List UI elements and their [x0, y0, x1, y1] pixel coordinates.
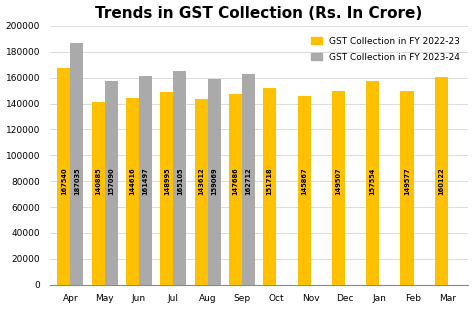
- Bar: [173, 71, 186, 285]
- Bar: [366, 81, 379, 285]
- Bar: [242, 74, 255, 285]
- Bar: [105, 82, 118, 285]
- Text: 157090: 157090: [108, 167, 114, 195]
- Text: 149577: 149577: [404, 167, 410, 195]
- Text: 162712: 162712: [246, 167, 252, 195]
- Text: 148995: 148995: [164, 167, 170, 195]
- Bar: [229, 94, 242, 285]
- Text: 157554: 157554: [370, 167, 376, 195]
- Bar: [401, 91, 413, 285]
- Bar: [298, 96, 310, 285]
- Bar: [332, 91, 345, 285]
- Bar: [160, 92, 173, 285]
- Bar: [139, 76, 152, 285]
- Bar: [263, 88, 276, 285]
- Text: 165105: 165105: [177, 167, 183, 195]
- Bar: [91, 102, 105, 285]
- Text: 161497: 161497: [143, 167, 148, 195]
- Text: 140885: 140885: [95, 167, 101, 195]
- Text: 160122: 160122: [438, 167, 444, 195]
- Text: 145867: 145867: [301, 167, 307, 195]
- Text: 147686: 147686: [232, 167, 238, 195]
- Bar: [70, 43, 83, 285]
- Title: Trends in GST Collection (Rs. In Crore): Trends in GST Collection (Rs. In Crore): [95, 6, 423, 21]
- Bar: [57, 68, 70, 285]
- Text: 151718: 151718: [267, 167, 273, 195]
- Text: 187035: 187035: [74, 167, 80, 195]
- Text: 143612: 143612: [198, 167, 204, 195]
- Bar: [208, 79, 221, 285]
- Text: 144616: 144616: [129, 167, 136, 195]
- Text: 149507: 149507: [336, 167, 341, 195]
- Bar: [126, 98, 139, 285]
- Legend: GST Collection in FY 2022-23, GST Collection in FY 2023-24: GST Collection in FY 2022-23, GST Collec…: [308, 33, 464, 66]
- Text: 159069: 159069: [211, 167, 217, 195]
- Text: 167540: 167540: [61, 167, 67, 195]
- Bar: [435, 78, 448, 285]
- Bar: [195, 99, 208, 285]
